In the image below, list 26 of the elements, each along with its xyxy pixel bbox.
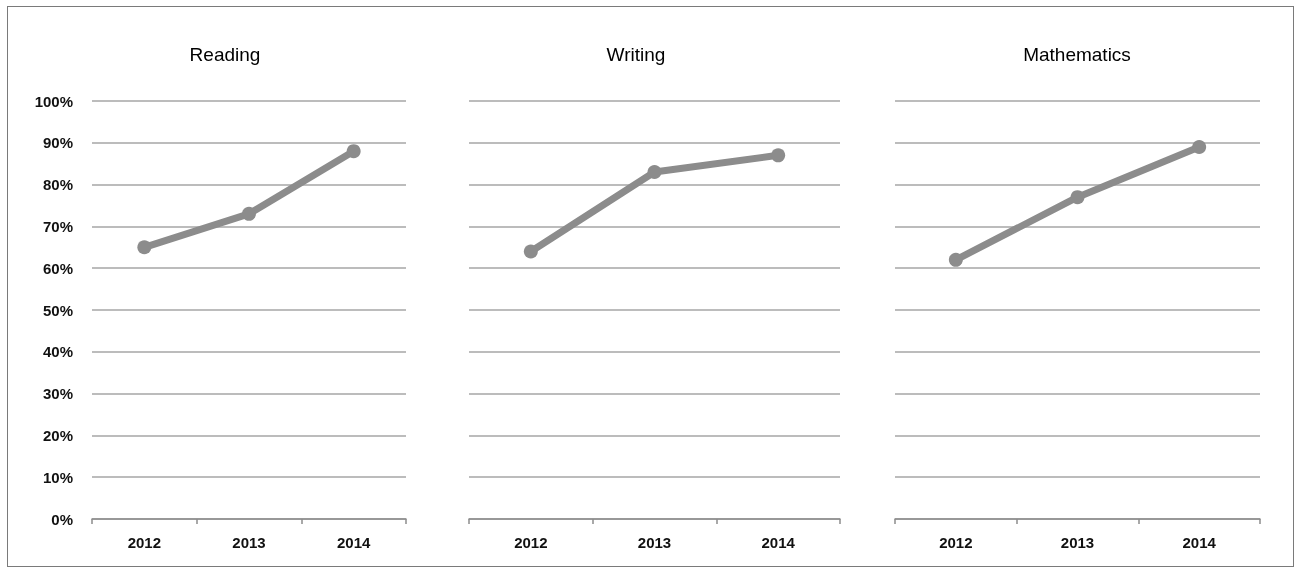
y-tick-label: 40% xyxy=(42,343,73,361)
point xyxy=(242,206,256,221)
x-tick-label: 2014 xyxy=(336,534,372,551)
x-tick-label: 2014 xyxy=(761,534,796,551)
x-tick-label: 2013 xyxy=(232,534,266,551)
y-tick-label: 50% xyxy=(42,301,73,319)
x-tick-label: 2013 xyxy=(637,534,672,551)
x-tick-label: 2012 xyxy=(127,534,162,551)
y-tick-label: 60% xyxy=(42,259,73,277)
y-tick-label: 70% xyxy=(42,217,73,235)
x-tick-label: 2014 xyxy=(1182,534,1217,551)
point xyxy=(137,240,152,255)
point xyxy=(346,144,361,159)
y-tick-label: 80% xyxy=(42,176,73,194)
y-tick-label: 30% xyxy=(42,385,73,403)
x-tick-label: 2012 xyxy=(939,534,973,551)
y-tick-label: 100% xyxy=(34,92,73,110)
chart-title: Writing xyxy=(606,44,666,65)
y-tick-label: 90% xyxy=(42,134,73,152)
y-tick-label: 20% xyxy=(42,426,73,444)
y-tick-label: 10% xyxy=(42,468,73,486)
y-tick-label: 0% xyxy=(51,510,73,528)
chart-title: Reading xyxy=(189,44,261,65)
x-tick-label: 2013 xyxy=(1060,534,1095,551)
x-tick-label: 2012 xyxy=(514,534,548,551)
chart-title: Mathematics xyxy=(1023,44,1131,65)
